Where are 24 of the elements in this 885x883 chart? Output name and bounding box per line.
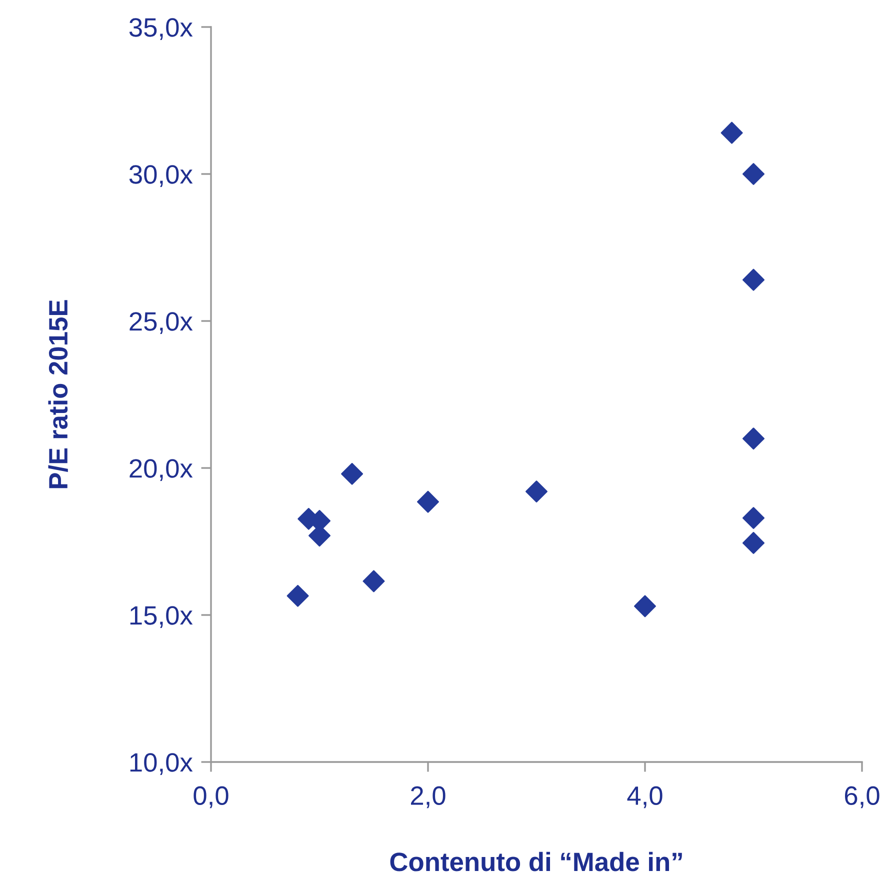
point <box>742 506 764 529</box>
point <box>742 268 764 291</box>
y-tick-label: 35,0x <box>129 18 193 40</box>
y-tick-label: 10,0x <box>130 753 193 775</box>
point <box>286 584 309 607</box>
y-tick-label: 25,0x <box>130 312 193 334</box>
point <box>526 480 548 503</box>
point <box>362 570 385 592</box>
x-tick-label: 0,0 <box>194 786 228 808</box>
x-tick-label: 6,0 <box>845 786 880 808</box>
point <box>634 595 656 618</box>
x-axis-title: Contenuto di “Made in” <box>390 852 682 872</box>
point <box>720 122 743 144</box>
point <box>742 163 764 185</box>
point <box>742 532 764 554</box>
y-tick-label: 15,0x <box>130 606 193 628</box>
y-axis-title: P/E ratio 2015E <box>48 300 68 488</box>
point <box>742 428 764 450</box>
point <box>417 490 439 513</box>
y-tick-label: 20,0x <box>130 459 193 481</box>
point <box>341 462 364 485</box>
y-tick-label: 30,0x <box>129 165 193 187</box>
x-tick-label: 4,0 <box>627 786 662 808</box>
x-tick-label: 2,0 <box>410 786 446 808</box>
